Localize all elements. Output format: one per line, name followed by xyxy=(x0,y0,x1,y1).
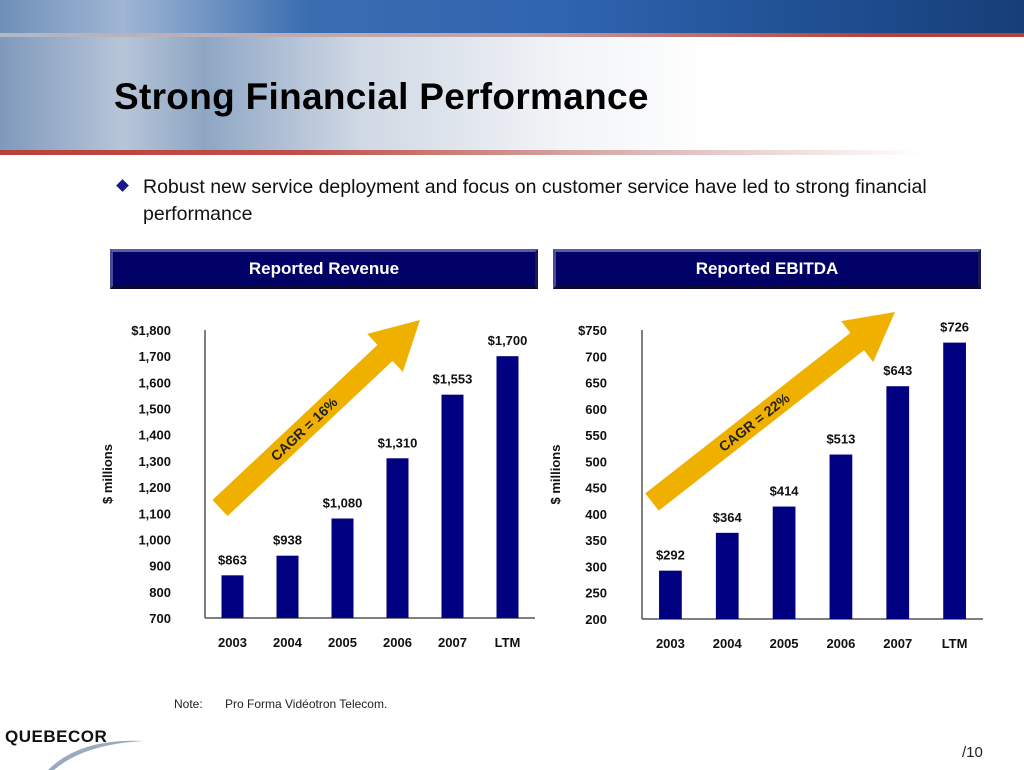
y-axis-label: $ millions xyxy=(100,444,115,504)
y-tick-label: 900 xyxy=(149,559,171,574)
bar-2005 xyxy=(331,518,354,618)
x-tick-label: 2005 xyxy=(328,635,357,650)
y-tick-label: $750 xyxy=(578,323,607,338)
x-tick-label: 2004 xyxy=(713,636,743,651)
y-tick-label: 1,600 xyxy=(138,375,171,390)
data-label: $1,310 xyxy=(378,435,418,450)
x-tick-label: 2004 xyxy=(273,635,303,650)
y-tick-label: 450 xyxy=(585,481,607,496)
data-label: $863 xyxy=(218,552,247,567)
y-tick-label: 700 xyxy=(149,611,171,626)
data-label: $364 xyxy=(713,510,743,525)
slide-title: Strong Financial Performance xyxy=(114,76,649,117)
bar-2004 xyxy=(715,532,739,619)
bullet-text: Robust new service deployment and focus … xyxy=(143,176,927,225)
bar-2007 xyxy=(886,386,910,619)
x-tick-label: LTM xyxy=(495,635,521,650)
y-tick-label: 400 xyxy=(585,507,607,522)
bar-2007 xyxy=(441,394,464,618)
data-label: $1,700 xyxy=(488,333,528,348)
x-tick-label: 2007 xyxy=(883,636,912,651)
x-tick-label: 2003 xyxy=(656,636,685,651)
page-number: /10 xyxy=(962,744,983,761)
note-text: Pro Forma Vidéotron Telecom. xyxy=(225,697,388,711)
data-label: $938 xyxy=(273,533,302,548)
data-label: $726 xyxy=(940,320,969,335)
data-label: $292 xyxy=(656,548,685,563)
cagr-arrow xyxy=(645,312,895,511)
y-tick-label: 300 xyxy=(585,559,607,574)
data-label: $414 xyxy=(770,484,800,499)
revenue-chart-header: Reported Revenue xyxy=(110,249,538,289)
y-tick-label: 1,100 xyxy=(138,506,171,521)
bar-2005 xyxy=(772,506,796,619)
bar-2006 xyxy=(386,458,409,618)
y-tick-label: 1,200 xyxy=(138,480,171,495)
title-underline xyxy=(0,150,1024,155)
quebecor-logo: QUEBECOR xyxy=(5,727,108,746)
y-tick-label: 800 xyxy=(149,585,171,600)
y-tick-label: 200 xyxy=(585,612,607,627)
x-tick-label: 2005 xyxy=(770,636,799,651)
x-tick-label: 2003 xyxy=(218,635,247,650)
data-label: $513 xyxy=(826,432,855,447)
note-label: Note: xyxy=(174,697,203,711)
y-tick-label: 1,500 xyxy=(138,402,171,417)
x-tick-label: 2006 xyxy=(826,636,855,651)
y-tick-label: 250 xyxy=(585,586,607,601)
data-label: $1,080 xyxy=(323,496,363,511)
y-tick-label: 1,400 xyxy=(138,428,171,443)
y-tick-label: $1,800 xyxy=(131,323,171,338)
ebitda-chart-header: Reported EBITDA xyxy=(553,249,981,289)
bar-LTM xyxy=(496,356,519,618)
y-tick-label: 500 xyxy=(585,454,607,469)
y-tick-label: 1,700 xyxy=(138,349,171,364)
cagr-annotation: CAGR = 22% xyxy=(716,389,793,454)
y-tick-label: 1,300 xyxy=(138,454,171,469)
x-tick-label: 2007 xyxy=(438,635,467,650)
y-axis-label: $ millions xyxy=(548,445,563,505)
bar-2003 xyxy=(221,575,244,618)
y-tick-label: 700 xyxy=(585,349,607,364)
x-tick-label: 2006 xyxy=(383,635,412,650)
bar-2004 xyxy=(276,555,299,618)
logo-swoosh-icon xyxy=(48,740,144,770)
cagr-arrow xyxy=(212,320,420,517)
bar-2006 xyxy=(829,454,853,619)
data-label: $643 xyxy=(883,363,912,378)
y-tick-label: 600 xyxy=(585,402,607,417)
x-tick-label: LTM xyxy=(942,636,968,651)
bar-LTM xyxy=(943,342,966,619)
title-banner xyxy=(0,37,1024,152)
banner-stripe xyxy=(0,33,1024,37)
data-label: $1,553 xyxy=(433,372,473,387)
header-banner xyxy=(0,0,1024,34)
y-tick-label: 1,000 xyxy=(138,532,171,547)
y-tick-label: 350 xyxy=(585,533,607,548)
y-tick-label: 650 xyxy=(585,376,607,391)
bar-2003 xyxy=(659,570,682,619)
y-tick-label: 550 xyxy=(585,428,607,443)
